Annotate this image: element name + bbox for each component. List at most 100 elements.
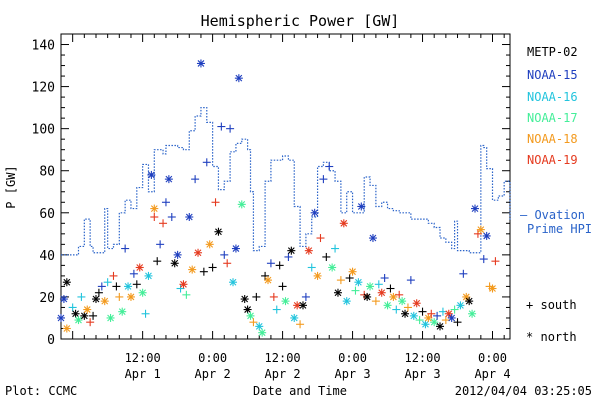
south-point bbox=[459, 269, 468, 278]
ovation-legend-line2: Prime HPI bbox=[527, 222, 593, 236]
south-point bbox=[182, 290, 191, 299]
x-tick-label-time: 12:00 bbox=[125, 351, 161, 365]
north-point-d2 bbox=[197, 60, 205, 67]
north-point bbox=[482, 231, 491, 240]
south-point bbox=[94, 288, 103, 297]
south-point bbox=[249, 318, 258, 327]
north-point-d2 bbox=[369, 234, 377, 242]
north-point-d2 bbox=[305, 247, 313, 255]
ovation-layer bbox=[61, 107, 511, 256]
south-point bbox=[211, 198, 220, 207]
north-point bbox=[135, 263, 144, 272]
south-point bbox=[97, 282, 106, 291]
north-point-d2 bbox=[457, 301, 464, 309]
north-point-d2 bbox=[127, 293, 135, 301]
north-point bbox=[237, 200, 246, 209]
north-point-d2 bbox=[101, 297, 109, 305]
ovation-line bbox=[61, 107, 511, 256]
north-point-d2 bbox=[340, 219, 348, 227]
north-point bbox=[62, 324, 71, 333]
north-point bbox=[91, 295, 100, 304]
south-point bbox=[284, 252, 293, 261]
north-point-d2 bbox=[314, 272, 321, 280]
south-point bbox=[351, 286, 360, 295]
south-point bbox=[141, 309, 150, 318]
south-point bbox=[406, 276, 415, 285]
south-point bbox=[89, 311, 98, 320]
north-point-d2 bbox=[384, 301, 391, 309]
north-point-d2 bbox=[118, 308, 126, 316]
south-point bbox=[121, 244, 130, 253]
legend-item-noaa-15: NOAA-15 bbox=[527, 68, 578, 82]
y-tick-label: 0 bbox=[47, 333, 55, 348]
south-point bbox=[427, 309, 436, 318]
north-point bbox=[447, 313, 456, 322]
north-point bbox=[398, 297, 407, 306]
north-point bbox=[80, 311, 89, 320]
north-point bbox=[368, 234, 377, 243]
north-point-d2 bbox=[145, 272, 152, 280]
north-point bbox=[412, 299, 421, 308]
north-point-d2 bbox=[215, 228, 222, 236]
north-point-d2 bbox=[232, 245, 240, 252]
north-point bbox=[456, 301, 465, 310]
north-point bbox=[471, 204, 480, 213]
north-point bbox=[147, 170, 156, 179]
north-point-d2 bbox=[147, 171, 155, 179]
north-point bbox=[465, 297, 474, 306]
x-tick-label-date: Apr 3 bbox=[404, 367, 440, 381]
north-point-d2 bbox=[489, 285, 496, 292]
north-point-d2 bbox=[165, 175, 173, 183]
south-point bbox=[153, 257, 162, 266]
north-point-d2 bbox=[171, 259, 179, 267]
south-point bbox=[86, 318, 95, 327]
north-point-d2 bbox=[468, 310, 476, 318]
north-point bbox=[258, 328, 267, 337]
south-point bbox=[202, 158, 211, 167]
y-tick-label: 140 bbox=[32, 39, 55, 54]
north-point bbox=[173, 250, 182, 259]
legend-item-metp-02: METP-02 bbox=[527, 45, 578, 59]
north-point bbox=[164, 175, 173, 184]
north-point-d2 bbox=[448, 314, 456, 322]
south-point bbox=[68, 303, 77, 312]
south-point bbox=[275, 261, 284, 270]
south-point bbox=[278, 282, 287, 291]
north-point-d2 bbox=[206, 240, 214, 248]
north-point bbox=[424, 313, 433, 322]
north-point bbox=[150, 204, 159, 213]
south-point bbox=[479, 255, 488, 264]
plot-credit: Plot: CCMC bbox=[5, 384, 78, 398]
north-point bbox=[179, 280, 188, 289]
north-point-d2 bbox=[185, 213, 193, 221]
north-point-d2 bbox=[436, 322, 444, 330]
north-point bbox=[83, 305, 92, 314]
north-point bbox=[401, 309, 410, 318]
north-point bbox=[138, 288, 147, 297]
north-point-d2 bbox=[83, 306, 91, 313]
legend-item-noaa-18: NOAA-18 bbox=[527, 132, 578, 146]
y-tick-label: 40 bbox=[39, 249, 55, 264]
south-point bbox=[301, 292, 310, 301]
north-point bbox=[57, 313, 65, 322]
north-point-d2 bbox=[63, 325, 71, 332]
north-point-d2 bbox=[334, 289, 342, 297]
north-point-d2 bbox=[255, 322, 263, 330]
south-point bbox=[403, 303, 412, 312]
x-tick-label-time: 0:00 bbox=[198, 351, 227, 365]
south-point bbox=[191, 175, 200, 184]
north-point-d2 bbox=[401, 310, 409, 318]
south-point bbox=[132, 280, 141, 289]
north-point bbox=[144, 271, 153, 280]
north-point-d2 bbox=[366, 283, 374, 290]
south-point bbox=[319, 175, 328, 184]
south-point bbox=[380, 274, 389, 282]
north-point-d2 bbox=[357, 203, 365, 210]
north-point-d2 bbox=[465, 297, 473, 305]
north-point bbox=[468, 309, 477, 318]
north-point bbox=[71, 309, 80, 318]
north-point bbox=[100, 297, 109, 306]
south-point bbox=[77, 292, 86, 301]
